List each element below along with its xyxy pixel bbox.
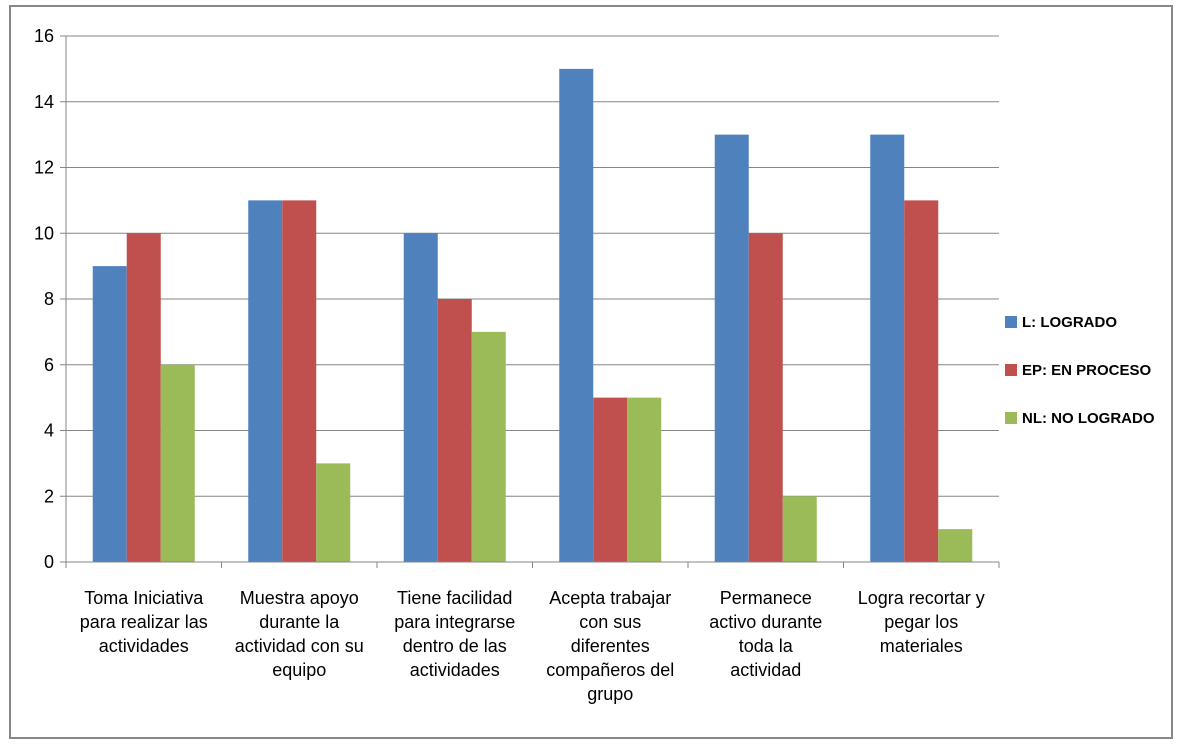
y-tick-label: 6 [44, 355, 54, 375]
x-tick-label: Tiene facilidad [397, 588, 512, 608]
bar-logrado [870, 134, 905, 562]
y-tick-label: 2 [44, 486, 54, 506]
x-tick-label: actividad [730, 660, 801, 680]
x-tick-label: con sus [579, 612, 641, 632]
x-tick-label: grupo [587, 684, 633, 704]
x-tick-label: equipo [272, 660, 326, 680]
x-tick-label: Permanece [720, 588, 812, 608]
y-tick-label: 14 [34, 92, 54, 112]
bar-no-logrado [627, 397, 662, 562]
legend-swatch [1005, 364, 1017, 376]
legend-label: EP: EN PROCESO [1022, 362, 1152, 379]
y-tick-label: 0 [44, 552, 54, 572]
x-tick-label: Toma Iniciativa [84, 588, 204, 608]
bar-logrado [92, 266, 127, 562]
x-tick-label: Muestra apoyo [240, 588, 359, 608]
x-tick-label: toda la [739, 636, 794, 656]
bar-no-logrado [938, 529, 973, 562]
x-tick-label: Logra recortar y [858, 588, 985, 608]
bar-en-proceso [904, 200, 939, 562]
bar-chart: 0 2 4 6 8 10 12 14 16 Toma Iniciativa para realiza… [34, 26, 1155, 704]
x-tick-label: actividades [410, 660, 500, 680]
x-tick-label: dentro de las [403, 636, 507, 656]
bar-logrado [559, 68, 594, 562]
x-tick-label: durante la [259, 612, 340, 632]
x-tick-label: materiales [880, 636, 963, 656]
bar-no-logrado [160, 364, 195, 562]
legend-swatch [1005, 412, 1017, 424]
legend: L: LOGRADO EP: EN PROCESO NL: NO LOGRADO [1005, 314, 1155, 427]
axes [60, 35, 1000, 568]
bar-no-logrado [782, 496, 817, 562]
bar-no-logrado [316, 463, 351, 562]
bar-en-proceso [282, 200, 317, 562]
x-tick-label: pegar los [884, 612, 958, 632]
legend-label: L: LOGRADO [1022, 314, 1117, 331]
bar-en-proceso [437, 299, 472, 562]
y-tick-label: 8 [44, 289, 54, 309]
axis-labels: 0 2 4 6 8 10 12 14 16 Toma Iniciativa para realiza… [34, 26, 985, 704]
y-tick-label: 4 [44, 421, 54, 441]
chart-frame: 0 2 4 6 8 10 12 14 16 Toma Iniciativa para realiza… [9, 5, 1173, 739]
x-tick-label: Acepta trabajar [549, 588, 671, 608]
x-tick-label: diferentes [571, 636, 650, 656]
bar-en-proceso [593, 397, 628, 562]
legend-swatch [1005, 316, 1017, 328]
bar-en-proceso [748, 233, 783, 562]
y-tick-label: 16 [34, 26, 54, 46]
bar-logrado [714, 134, 749, 562]
y-tick-label: 10 [34, 223, 54, 243]
legend-label: NL: NO LOGRADO [1022, 410, 1155, 427]
bars [92, 68, 973, 562]
x-tick-label: para realizar las [80, 612, 208, 632]
x-tick-label: actividades [99, 636, 189, 656]
x-tick-label: activo durante [709, 612, 822, 632]
x-tick-label: compañeros del [546, 660, 674, 680]
x-tick-label: actividad con su [235, 636, 364, 656]
bar-en-proceso [126, 233, 161, 562]
gridlines [66, 35, 999, 497]
x-tick-label: para integrarse [394, 612, 515, 632]
bar-logrado [403, 233, 438, 562]
bar-no-logrado [471, 331, 506, 562]
bar-logrado [248, 200, 283, 562]
y-tick-label: 12 [34, 158, 54, 178]
